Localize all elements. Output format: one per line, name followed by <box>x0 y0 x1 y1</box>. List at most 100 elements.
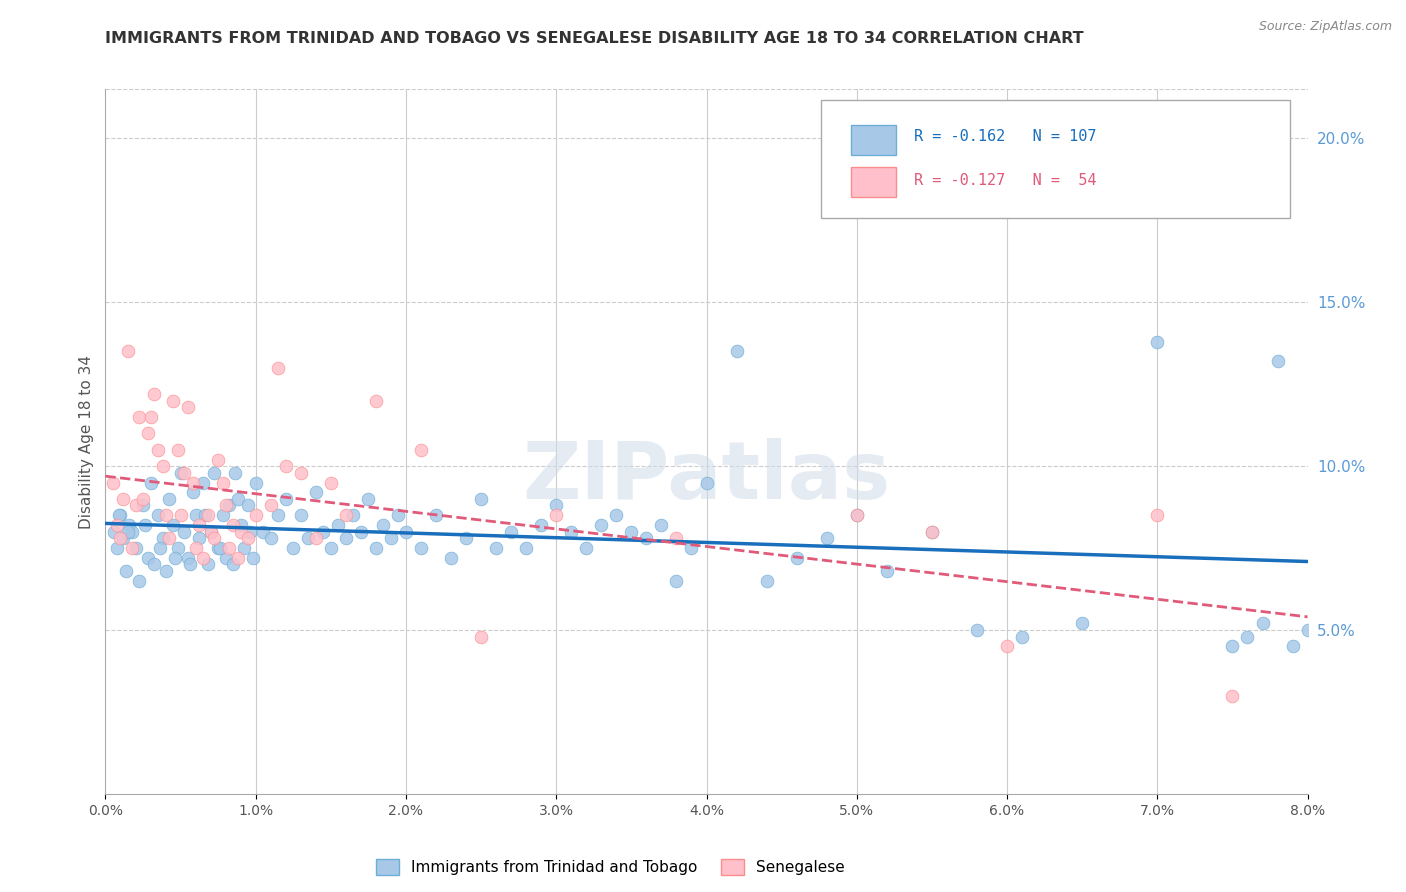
Point <box>115 564 138 578</box>
Point <box>124 499 146 513</box>
Point <box>1146 334 1168 349</box>
Point <box>650 518 672 533</box>
Point <box>226 550 249 565</box>
Point <box>681 541 703 555</box>
Point <box>845 508 868 523</box>
Point <box>454 531 477 545</box>
Point <box>409 442 432 457</box>
Point <box>1251 616 1274 631</box>
Point <box>112 491 135 506</box>
Point <box>200 524 222 539</box>
Point <box>995 640 1018 654</box>
Point <box>1222 689 1244 703</box>
Point <box>128 574 150 588</box>
Point <box>207 452 229 467</box>
Point <box>1236 630 1258 644</box>
Point <box>440 550 463 565</box>
Point <box>108 508 131 523</box>
Point <box>283 541 305 555</box>
Point <box>1296 623 1319 637</box>
Point <box>238 499 260 513</box>
Point <box>229 524 252 539</box>
Point <box>103 524 125 539</box>
Point <box>117 344 139 359</box>
Point <box>148 541 170 555</box>
Point <box>252 524 274 539</box>
Point <box>501 524 523 539</box>
FancyBboxPatch shape <box>821 100 1289 219</box>
Point <box>238 531 260 545</box>
Point <box>665 531 688 545</box>
Point <box>121 541 143 555</box>
Point <box>239 524 262 539</box>
Point <box>260 499 283 513</box>
Point <box>132 491 155 506</box>
Point <box>169 466 191 480</box>
Point <box>575 541 598 555</box>
Point <box>139 475 162 490</box>
Text: R = -0.127   N =  54: R = -0.127 N = 54 <box>914 173 1097 187</box>
Point <box>305 485 328 500</box>
Point <box>136 550 159 565</box>
Point <box>921 524 943 539</box>
Point <box>425 508 447 523</box>
Point <box>274 491 297 506</box>
Point <box>132 499 155 513</box>
Point <box>1146 508 1168 523</box>
Point <box>157 531 180 545</box>
Point <box>755 574 778 588</box>
Point <box>136 426 159 441</box>
Point <box>725 344 748 359</box>
Point <box>155 564 177 578</box>
Point <box>845 508 868 523</box>
Point <box>177 400 200 414</box>
Point <box>319 541 342 555</box>
Point <box>107 541 129 555</box>
Point <box>214 499 236 513</box>
Point <box>335 531 357 545</box>
Point <box>387 508 409 523</box>
Point <box>169 508 191 523</box>
Point <box>173 466 195 480</box>
Point <box>194 508 217 523</box>
Point <box>202 531 225 545</box>
Point <box>142 387 165 401</box>
Point <box>163 550 186 565</box>
Point <box>319 475 342 490</box>
Point <box>118 518 141 533</box>
Point <box>107 518 129 533</box>
Bar <box>851 168 897 197</box>
Point <box>696 475 718 490</box>
Point <box>181 485 204 500</box>
Point <box>1281 640 1303 654</box>
Point <box>110 508 132 523</box>
Point <box>786 550 808 565</box>
Point <box>224 466 246 480</box>
Y-axis label: Disability Age 18 to 34: Disability Age 18 to 34 <box>79 354 94 529</box>
Point <box>197 508 219 523</box>
Point <box>470 630 492 644</box>
Point <box>179 558 201 572</box>
Point <box>211 475 233 490</box>
Point <box>142 558 165 572</box>
Text: ZIPatlas: ZIPatlas <box>523 438 890 516</box>
Point <box>290 508 312 523</box>
Legend: Immigrants from Trinidad and Tobago, Senegalese: Immigrants from Trinidad and Tobago, Sen… <box>370 853 851 881</box>
Point <box>139 409 162 424</box>
Point <box>157 491 180 506</box>
Point <box>222 558 245 572</box>
Point <box>342 508 364 523</box>
Point <box>222 518 245 533</box>
Point <box>207 541 229 555</box>
Point <box>546 508 568 523</box>
Point <box>214 550 236 565</box>
Point <box>636 531 658 545</box>
Point <box>605 508 627 523</box>
Point <box>177 550 200 565</box>
Point <box>191 475 214 490</box>
Point <box>187 531 209 545</box>
Point <box>134 518 156 533</box>
Point <box>364 393 387 408</box>
Point <box>146 442 169 457</box>
Point <box>373 518 395 533</box>
